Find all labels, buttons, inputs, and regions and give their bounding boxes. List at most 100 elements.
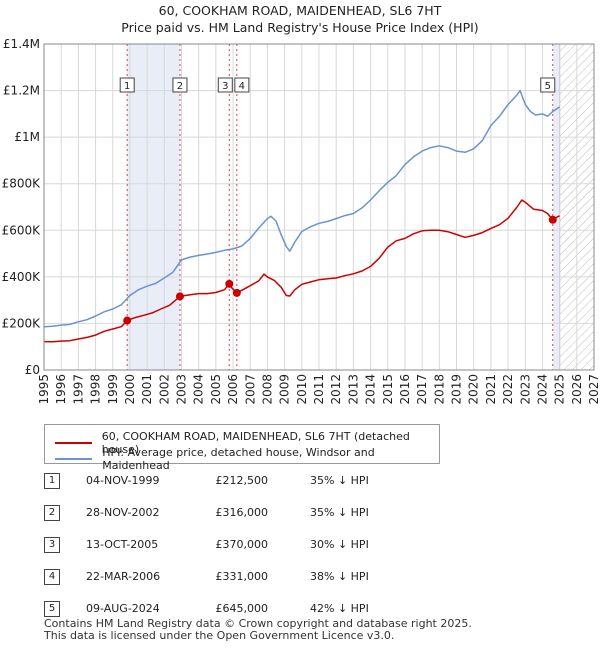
- x-tick-label: 2006: [226, 374, 240, 405]
- plot-frame: [43, 43, 595, 371]
- y-tick-label: £200K: [2, 316, 42, 330]
- x-tick-label: 2022: [501, 374, 515, 405]
- sale-number-badge: 2: [44, 505, 60, 521]
- sale-number-badge: 1: [44, 473, 60, 489]
- x-tick-label: 2024: [535, 374, 549, 405]
- sale-number-label: 2: [177, 81, 183, 92]
- legend: 60, COOKHAM ROAD, MAIDENHEAD, SL6 7HT (d…: [44, 424, 440, 472]
- x-tick-label: 2000: [123, 374, 137, 405]
- sale-point: [232, 288, 241, 297]
- sale-date: 28-NOV-2002: [86, 506, 160, 519]
- sale-number-label: 1: [124, 81, 130, 92]
- sale-hpi-diff: 38% ↓ HPI: [310, 570, 369, 583]
- x-tick-label: 2005: [209, 374, 223, 405]
- x-tick-label: 2008: [260, 374, 274, 405]
- x-tick-label: 1996: [54, 374, 68, 405]
- sale-price: £212,500: [215, 474, 269, 487]
- table-row: 1 04-NOV-1999 £212,500 35% ↓ HPI: [44, 473, 444, 489]
- x-tick-label: 2021: [484, 374, 498, 405]
- sale-number-label: 3: [222, 81, 228, 92]
- sale-date: 04-NOV-1999: [86, 474, 160, 487]
- chart-title: 60, COOKHAM ROAD, MAIDENHEAD, SL6 7HT Pr…: [0, 2, 600, 36]
- x-tick-label: 1997: [71, 374, 85, 405]
- sale-price: £316,000: [215, 506, 269, 519]
- x-tick-label: 2010: [295, 374, 309, 405]
- sale-period-band: [127, 44, 180, 370]
- x-tick-label: 1995: [37, 374, 51, 405]
- x-tick-label: 2017: [415, 374, 429, 405]
- x-tick-label: 2004: [192, 374, 206, 405]
- table-row: 5 09-AUG-2024 £645,000 42% ↓ HPI: [44, 601, 444, 617]
- x-tick-label: 2018: [432, 374, 446, 405]
- sale-number-badge: 4: [44, 569, 60, 585]
- legend-item-price: 60, COOKHAM ROAD, MAIDENHEAD, SL6 7HT (d…: [55, 430, 439, 456]
- footer: Contains HM Land Registry data © Crown c…: [44, 618, 472, 642]
- x-tick-label: 2016: [398, 374, 412, 405]
- legend-swatch-hpi: [55, 458, 93, 460]
- x-tick-label: 1999: [106, 374, 120, 405]
- x-tick-label: 2020: [467, 374, 481, 405]
- x-tick-label: 2012: [329, 374, 343, 405]
- x-tick-label: 2026: [570, 374, 584, 405]
- legend-item-hpi: HPI: Average price, detached house, Wind…: [55, 446, 439, 472]
- y-tick-label: £600K: [2, 223, 42, 237]
- y-tick-label: £0: [25, 363, 40, 377]
- legend-swatch-price: [55, 442, 92, 444]
- hpi-line: [43, 89, 561, 328]
- sale-number-label: 5: [545, 81, 551, 92]
- sale-price: £331,000: [215, 570, 269, 583]
- sale-hpi-diff: 35% ↓ HPI: [310, 474, 369, 487]
- title-address: 60, COOKHAM ROAD, MAIDENHEAD, SL6 7HT: [158, 3, 442, 18]
- sale-point: [175, 292, 184, 301]
- y-tick-label: £400K: [2, 270, 42, 284]
- sale-date: 22-MAR-2006: [86, 570, 161, 583]
- x-tick-label: 1998: [89, 374, 103, 405]
- x-tick-label: 2007: [243, 374, 257, 405]
- sale-period-band: [552, 44, 560, 370]
- x-tick-label: 2015: [381, 374, 395, 405]
- sale-hpi-diff: 30% ↓ HPI: [310, 538, 369, 551]
- y-tick-label: £800K: [2, 177, 42, 191]
- price-chart: 1 2 3 4 5 £0 £200K £400K £600K £800K £1M £1.2M £1.4M…: [2, 37, 600, 405]
- sale-number-box: [119, 77, 135, 93]
- legend-label-price: 60, COOKHAM ROAD, MAIDENHEAD, SL6 7HT (d…: [101, 430, 410, 456]
- sale-number-label: 4: [239, 81, 245, 92]
- footer-licence: This data is licensed under the Open Gov…: [44, 629, 395, 642]
- table-row: 2 28-NOV-2002 £316,000 35% ↓ HPI: [44, 505, 444, 521]
- x-tick-label: 2013: [346, 374, 360, 405]
- sale-price: £645,000: [215, 602, 269, 615]
- x-tick-label: 2011: [312, 374, 326, 405]
- y-tick-label: £1.2M: [3, 84, 40, 98]
- x-tick-label: 2014: [364, 374, 378, 405]
- sale-point: [225, 279, 234, 288]
- legend-label-hpi: HPI: Average price, detached house, Wind…: [102, 446, 375, 472]
- x-tick-label: 2003: [175, 374, 189, 405]
- sale-number-box: [540, 77, 556, 93]
- x-tick-label: 2025: [553, 374, 567, 405]
- table-row: 4 22-MAR-2006 £331,000 38% ↓ HPI: [44, 569, 444, 585]
- sale-hpi-diff: 35% ↓ HPI: [310, 506, 369, 519]
- sale-price: £370,000: [215, 538, 269, 551]
- title-subtitle: Price paid vs. HM Land Registry's House …: [121, 20, 479, 35]
- y-tick-label: £1.4M: [3, 37, 40, 51]
- price-paid-line: [43, 199, 560, 343]
- x-tick-label: 2009: [278, 374, 292, 405]
- footer-copyright: Contains HM Land Registry data © Crown c…: [44, 617, 472, 630]
- sale-point: [123, 316, 132, 325]
- sale-date: 13-OCT-2005: [86, 538, 159, 551]
- sale-number-badge: 3: [44, 537, 60, 553]
- sale-number-box: [234, 77, 250, 93]
- sale-number-badge: 5: [44, 601, 60, 617]
- table-row: 3 13-OCT-2005 £370,000 30% ↓ HPI: [44, 537, 444, 553]
- sale-number-box: [217, 77, 233, 93]
- sale-date: 09-AUG-2024: [86, 602, 160, 615]
- sale-hpi-diff: 42% ↓ HPI: [310, 602, 369, 615]
- x-tick-label: 2027: [587, 374, 600, 405]
- y-tick-label: £1M: [14, 130, 40, 144]
- sale-point: [548, 215, 557, 224]
- x-tick-label: 2001: [140, 374, 154, 405]
- sale-number-box: [172, 77, 188, 93]
- x-tick-label: 2002: [157, 374, 171, 405]
- x-tick-label: 2019: [450, 374, 464, 405]
- x-tick-label: 2023: [518, 374, 532, 405]
